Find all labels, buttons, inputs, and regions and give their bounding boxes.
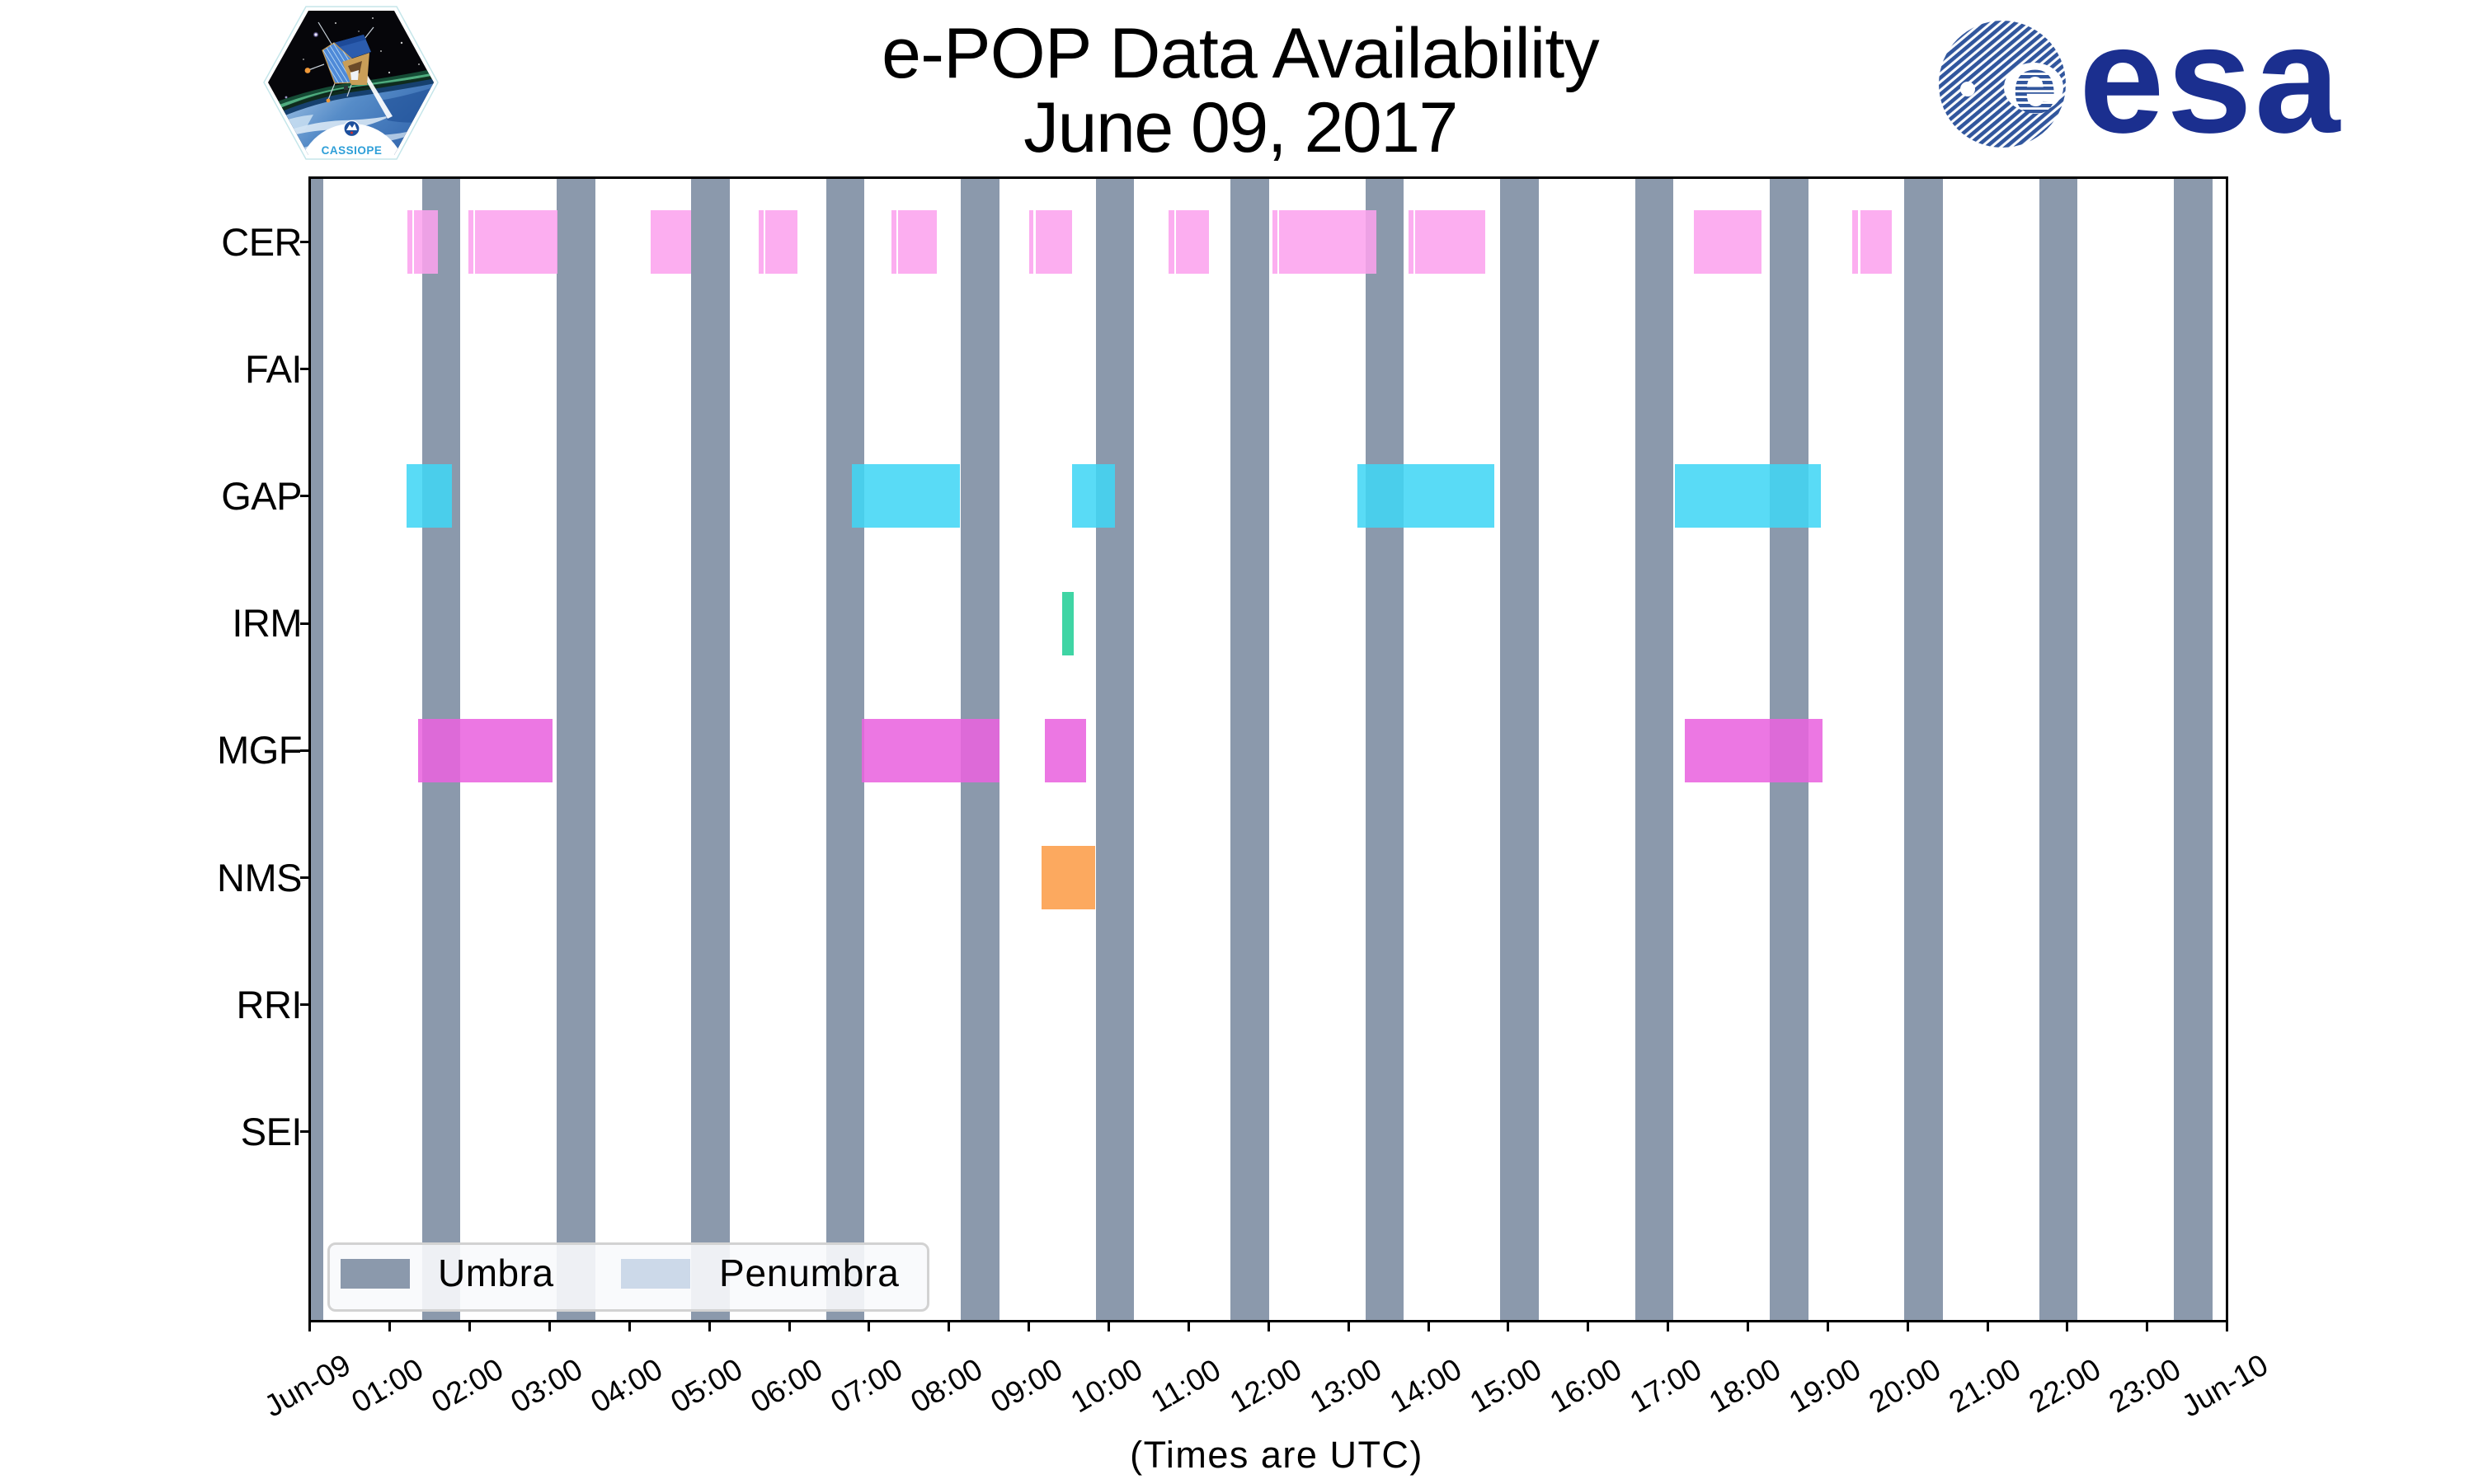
svg-text:esa: esa <box>2079 0 2342 165</box>
svg-text:e: e <box>2012 40 2057 130</box>
svg-text:CASSIOPE: CASSIOPE <box>322 144 383 157</box>
